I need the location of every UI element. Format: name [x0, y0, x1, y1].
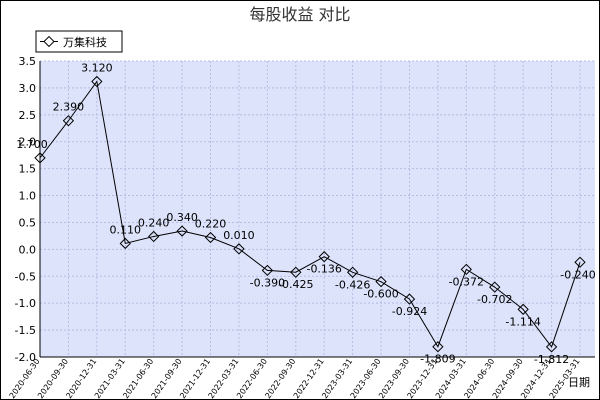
data-label: -0.924: [392, 305, 427, 318]
data-label: -1.812: [534, 353, 569, 366]
data-point: [62, 115, 75, 127]
data-point: [233, 243, 245, 255]
data-point: [261, 264, 274, 277]
data-label: 0.110: [110, 223, 142, 236]
data-point: [318, 251, 330, 263]
data-point: [119, 237, 131, 250]
y-tick-label: 1.0: [19, 190, 37, 203]
legend: 万集科技: [35, 30, 123, 53]
data-point: [517, 303, 529, 315]
data-label: -0.702: [477, 293, 512, 306]
data-point: [204, 231, 217, 244]
data-label: -0.390: [250, 276, 285, 289]
data-point: [290, 266, 302, 278]
y-tick-label: 3.0: [19, 82, 37, 95]
y-tick-label: -1.5: [15, 324, 36, 337]
data-label: -0.600: [363, 288, 398, 301]
data-label: 0.010: [223, 229, 255, 242]
y-tick-label: 2.0: [19, 136, 37, 149]
y-tick-label: -1.0: [15, 297, 36, 310]
data-point: [403, 293, 416, 305]
chart-title: 每股收益 对比: [249, 5, 350, 24]
data-label: -0.240: [560, 268, 595, 281]
plot-area: [40, 61, 595, 357]
data-label: 0.220: [195, 218, 227, 231]
data-label: 0.240: [138, 216, 170, 229]
series-points: [34, 75, 586, 353]
y-tick-label: -0.5: [15, 270, 36, 283]
data-label: -0.426: [335, 278, 370, 291]
y-tick-label: 1.5: [19, 163, 37, 176]
data-point: [148, 230, 160, 243]
data-point: [432, 341, 444, 353]
data-label: 0.340: [166, 211, 198, 224]
data-label: -1.114: [505, 315, 540, 328]
data-point: [489, 281, 501, 293]
y-tick-label: 3.5: [19, 55, 37, 68]
data-labels: 1.700 2.390 3.120 0.1100.2400.3400.2200.010…: [16, 61, 595, 365]
data-point: [34, 152, 46, 164]
data-point: [460, 263, 472, 276]
data-point: [545, 341, 558, 353]
data-label: -0.372: [449, 275, 484, 288]
data-point: [346, 266, 359, 278]
y-tick-label: -2.0: [15, 351, 36, 364]
y-tick-label: 0.5: [19, 216, 37, 229]
x-axis-title: 日期: [568, 376, 590, 389]
data-point: [91, 75, 103, 88]
data-label: -1.809: [420, 353, 455, 366]
data-point: [375, 275, 387, 288]
data-label: 1.700: [16, 138, 48, 151]
legend-box: [35, 30, 123, 53]
legend-entry: 万集科技: [63, 35, 107, 49]
y-tick-label: 0.0: [19, 243, 37, 256]
data-point: [176, 225, 188, 237]
data-label: 3.120: [81, 61, 113, 74]
legend-diamond-marker: [43, 35, 55, 48]
data-point: [574, 256, 586, 268]
series-line: [39, 80, 581, 348]
data-label: -0.425: [278, 278, 313, 291]
data-label: -0.136: [306, 263, 341, 276]
data-label: 2.390: [53, 101, 85, 114]
series-lines: [39, 80, 581, 348]
y-tick-label: 2.5: [19, 109, 37, 122]
